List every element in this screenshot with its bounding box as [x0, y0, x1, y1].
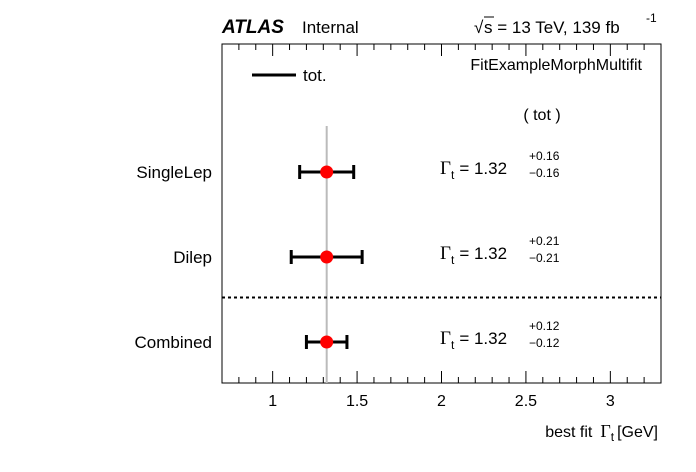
x-axis-label-unit: [GeV]	[617, 424, 658, 441]
x-tick-label: 3	[606, 393, 615, 410]
x-axis-label-prefix: best fit	[545, 424, 593, 441]
x-tick-label: 2.5	[515, 393, 537, 410]
sqrt-symbol: √	[474, 18, 484, 37]
energy-lumi-label: s = 13 TeV, 139 fb	[484, 18, 620, 37]
error-up-label: +0.21	[529, 234, 560, 248]
x-tick-label: 1	[268, 393, 277, 410]
x-tick-label: 2	[437, 393, 446, 410]
category-label: Combined	[135, 333, 213, 352]
result-label: Γt = 1.32	[440, 243, 507, 267]
x-tick-label: 1.5	[346, 393, 368, 410]
data-marks: SingleLep Γt = 1.32 +0.16 −0.16 Dilep Γt = 1.32…	[135, 126, 661, 383]
category-label: Dilep	[173, 248, 212, 267]
error-down-label: −0.16	[529, 166, 560, 180]
atlas-label: ATLAS	[221, 17, 284, 38]
data-point	[320, 250, 334, 264]
uncertainty-header: ( tot )	[523, 107, 560, 124]
x-axis-label-symbol: Γ	[600, 421, 610, 441]
error-down-label: −0.21	[529, 251, 560, 265]
data-point	[320, 165, 334, 179]
x-axis-label-sub: t	[611, 430, 615, 444]
category-label: SingleLep	[136, 163, 212, 182]
result-label: Γt = 1.32	[440, 328, 507, 352]
chart-title: FitExampleMorphMultifit	[470, 57, 642, 74]
data-point	[320, 335, 334, 349]
legend-label: tot.	[303, 66, 327, 85]
lumi-exponent: -1	[646, 11, 657, 25]
x-axis-ticks: 1 1.5 2 2.5 3	[221, 44, 662, 410]
error-up-label: +0.16	[529, 149, 560, 163]
internal-label: Internal	[302, 18, 359, 37]
error-down-label: −0.12	[529, 336, 560, 350]
x-axis-label: best fit Γt [GeV]	[545, 421, 658, 444]
error-up-label: +0.12	[529, 319, 560, 333]
result-label: Γt = 1.32	[440, 158, 507, 182]
